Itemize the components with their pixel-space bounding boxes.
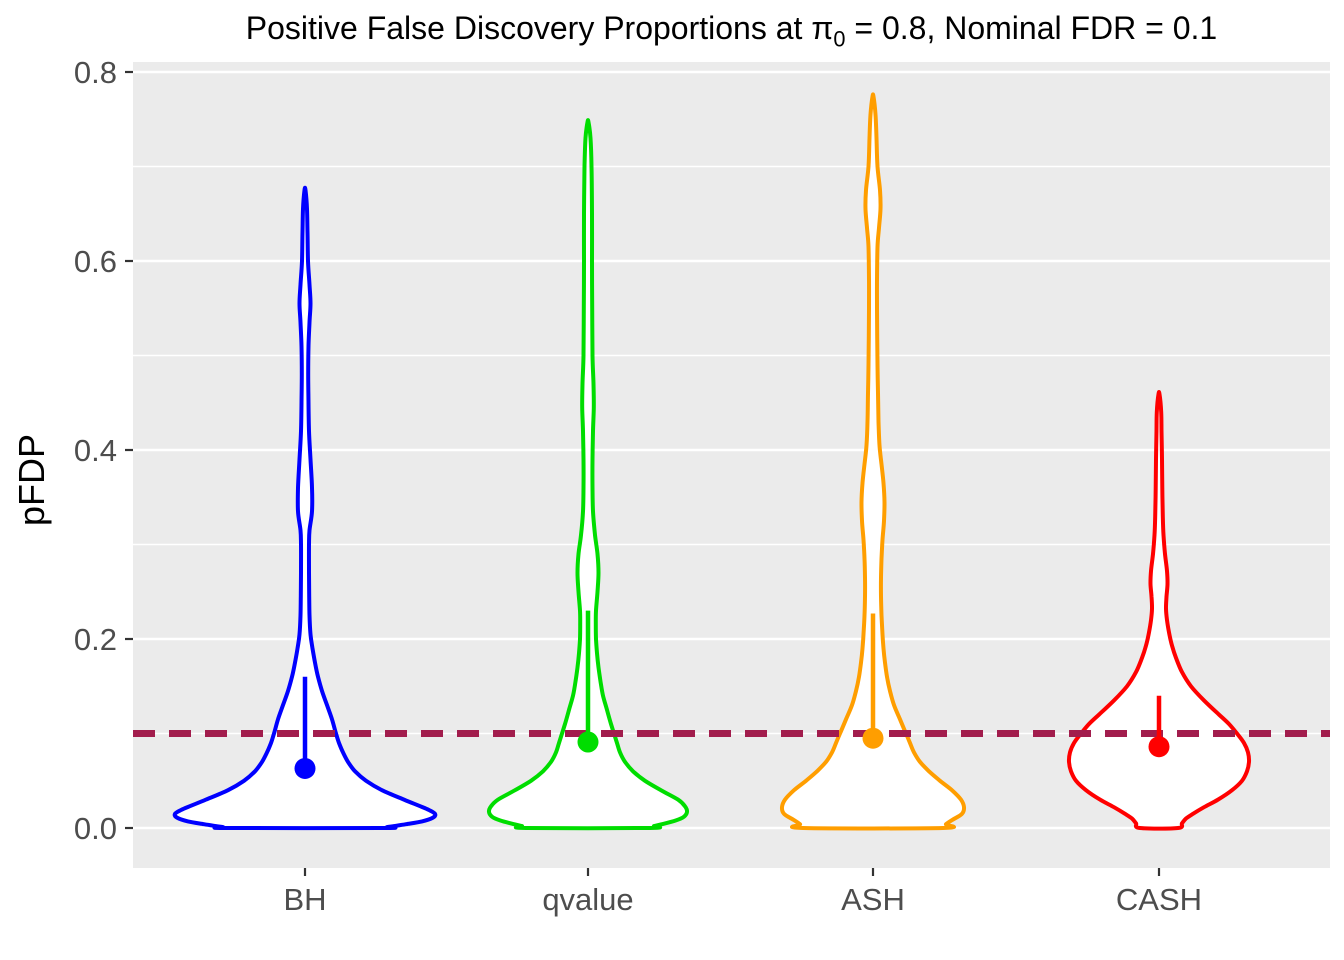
- y-axis-title-text: pFDP: [11, 433, 52, 527]
- y-axis-title: pFDP: [0, 30, 64, 930]
- violin-bh: [172, 185, 438, 831]
- mean-dot-cash: [1148, 736, 1170, 758]
- violin-cash: [1066, 390, 1252, 831]
- y-tick-label: 0.2: [74, 622, 117, 657]
- mean-dot-qvalue: [577, 731, 599, 753]
- plot-title-prefix: Positive False Discovery Proportions at …: [245, 10, 834, 46]
- mean-dot-bh: [294, 757, 316, 779]
- y-tick-label: 0.0: [74, 811, 117, 846]
- x-category-label: ASH: [841, 882, 905, 917]
- plot-title: Positive False Discovery Proportions at …: [133, 10, 1330, 52]
- mean-dot-ash: [862, 727, 884, 749]
- x-category-label: BH: [283, 882, 326, 917]
- x-category-label: CASH: [1116, 882, 1202, 917]
- y-tick-label: 0.6: [74, 244, 117, 279]
- y-tick-label: 0.8: [74, 55, 117, 90]
- violin-ash: [779, 92, 967, 831]
- violin-qvalue: [486, 118, 690, 831]
- x-category-label: qvalue: [542, 882, 633, 917]
- plot-title-suffix: = 0.8, Nominal FDR = 0.1: [845, 10, 1218, 46]
- plot-title-pi-subscript: 0: [833, 26, 846, 52]
- y-tick-label: 0.4: [74, 433, 117, 468]
